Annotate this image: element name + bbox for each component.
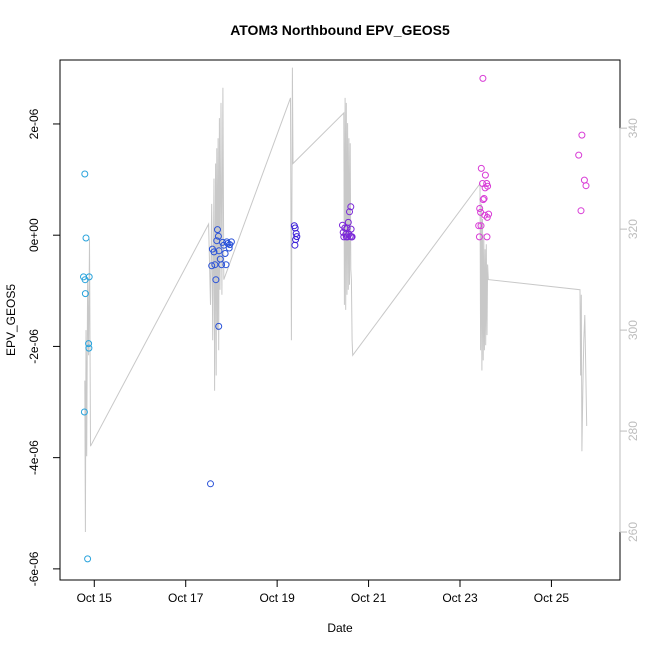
data-point-series-2	[208, 262, 216, 270]
x-axis-label: Date	[327, 621, 353, 635]
data-point-series-2	[210, 248, 218, 256]
x-tick-label: Oct 19	[259, 591, 295, 605]
data-point-series-5	[476, 205, 484, 212]
data-point-series-4	[344, 218, 352, 226]
data-point-series-5	[480, 195, 488, 202]
data-point-series-5	[580, 176, 588, 184]
x-tick-label: Oct 23	[442, 591, 478, 605]
data-point-series-3	[291, 241, 299, 249]
data-point-series-5	[575, 151, 583, 159]
y-tick-label: -2e-06	[27, 329, 41, 364]
data-point-series-5	[475, 233, 483, 241]
data-point-series-2	[221, 250, 229, 257]
data-point-series-1	[85, 344, 93, 352]
x-tick-label: Oct 21	[351, 591, 387, 605]
y-tick-label: -6e-06	[27, 551, 41, 586]
data-point-series-5	[481, 184, 489, 192]
plot-frame	[59, 59, 621, 581]
data-point-series-5	[578, 131, 586, 139]
y-axis-label: EPV_GEOS5	[4, 284, 18, 356]
chart-title: ATOM3 Northbound EPV_GEOS5	[230, 22, 450, 38]
data-point-series-3	[293, 233, 301, 241]
data-point-series-1	[80, 408, 88, 416]
data-point-series-2	[227, 238, 235, 246]
y2-tick-label: 260	[626, 522, 640, 542]
data-point-series-5	[479, 74, 487, 82]
data-point-series-1	[82, 234, 90, 242]
secondary-line-group	[84, 67, 588, 533]
y-tick-label: 2e-06	[27, 108, 41, 139]
y-tick-label: -4e-06	[27, 440, 41, 475]
data-point-series-2	[218, 261, 226, 269]
y2-tick-label: 320	[626, 219, 640, 239]
x-axis: Oct 15 Oct 17 Oct 19 Oct 21 Oct 23 Oct 25	[77, 579, 570, 605]
x-tick-label: Oct 25	[534, 591, 570, 605]
data-point-series-4	[346, 208, 353, 216]
data-point-series-5	[483, 213, 491, 221]
data-point-series-2	[215, 322, 223, 330]
data-point-series-2	[222, 261, 230, 269]
data-point-series-1	[85, 340, 93, 348]
y-axis: -6e-06 -4e-06 -2e-06 0e+00 2e-06	[27, 108, 61, 586]
data-point-series-2	[211, 261, 219, 269]
data-point-series-1	[84, 555, 92, 563]
data-point-series-5	[479, 196, 487, 204]
data-point-series-5	[477, 164, 485, 172]
data-point-series-2	[214, 232, 222, 240]
data-point-series-4	[347, 225, 355, 233]
data-point-series-2	[207, 480, 214, 488]
y-tick-label: 0e+00	[27, 218, 41, 252]
y2-tick-label: 340	[626, 118, 640, 138]
data-point-series-1	[85, 273, 93, 281]
data-point-series-5	[475, 222, 483, 230]
data-point-series-5	[481, 171, 489, 179]
data-point-series-5	[485, 210, 493, 218]
y2-axis: 260 280 300 320 340	[619, 118, 640, 542]
data-point-series-2	[212, 276, 220, 284]
data-point-series-4	[347, 203, 355, 211]
data-point-series-5	[483, 233, 491, 241]
y2-tick-label: 280	[626, 421, 640, 441]
data-point-series-2	[215, 247, 223, 255]
x-tick-label: Oct 17	[168, 591, 204, 605]
data-point-series-2	[214, 226, 221, 234]
data-point-series-4	[348, 233, 356, 241]
x-tick-label: Oct 15	[77, 591, 113, 605]
data-point-series-2	[225, 244, 233, 252]
data-point-series-5	[477, 222, 485, 230]
data-point-series-1	[81, 170, 89, 178]
secondary-series-line	[84, 67, 588, 533]
data-point-series-5	[582, 182, 590, 190]
data-point-series-1	[81, 290, 89, 298]
y2-tick-label: 300	[626, 320, 640, 340]
points-group	[80, 74, 590, 563]
data-point-series-5	[577, 207, 585, 215]
